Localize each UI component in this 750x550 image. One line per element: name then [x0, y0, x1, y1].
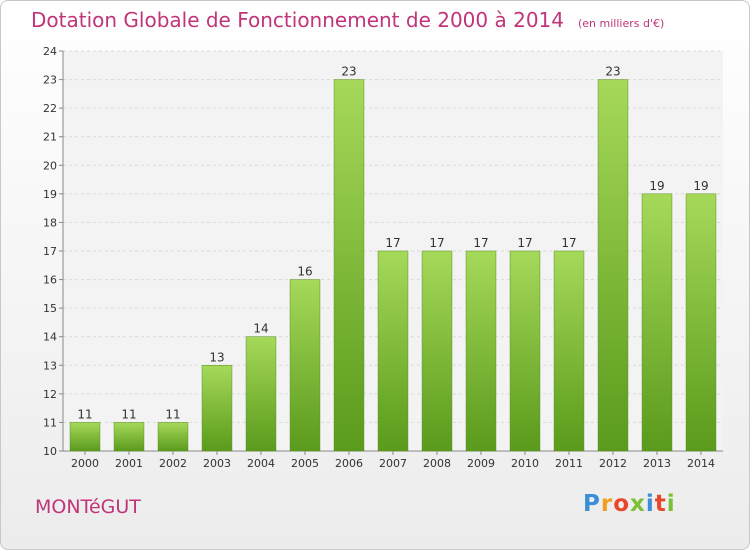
logo-letter: i [666, 491, 676, 517]
bar [157, 422, 189, 452]
bar [597, 79, 629, 452]
y-tick-label: 23 [43, 74, 57, 87]
commune-name: MONTéGUT [35, 496, 141, 518]
x-tick-label: 2011 [555, 457, 583, 470]
x-tick-label: 2004 [247, 457, 275, 470]
y-tick-label: 19 [43, 188, 57, 201]
bar-value-label: 16 [297, 265, 312, 279]
bar-value-label: 23 [341, 65, 356, 79]
y-tick-label: 22 [43, 102, 57, 115]
bar [641, 193, 673, 452]
bar [377, 250, 409, 452]
chart-title-block: Dotation Globale de Fonctionnement de 20… [31, 8, 664, 32]
x-tick-label: 2009 [467, 457, 495, 470]
bar [509, 250, 541, 452]
bar-value-label: 17 [385, 236, 400, 250]
x-tick-label: 2003 [203, 457, 231, 470]
logo-letter: r [600, 491, 614, 517]
bar [113, 422, 145, 452]
bar-value-label: 17 [561, 236, 576, 250]
logo-letter: P [583, 491, 601, 517]
bar-value-label: 23 [605, 65, 620, 79]
bar [289, 279, 321, 452]
x-tick-label: 2008 [423, 457, 451, 470]
bar-value-label: 17 [429, 236, 444, 250]
logo-letter: o [613, 491, 631, 517]
x-tick-label: 2007 [379, 457, 407, 470]
y-tick-label: 14 [43, 331, 57, 344]
bar-value-label: 11 [121, 407, 136, 421]
proxiti-logo: Proxiti [583, 491, 676, 517]
chart-unit-label: (en milliers d'€) [578, 17, 665, 30]
logo-letter: i [645, 491, 655, 517]
logo-letter: t [654, 491, 667, 517]
x-tick-label: 2006 [335, 457, 363, 470]
bar [69, 422, 101, 452]
y-tick-label: 17 [43, 245, 57, 258]
x-tick-label: 2013 [643, 457, 671, 470]
y-tick-label: 21 [43, 131, 57, 144]
bar [465, 250, 497, 452]
y-tick-label: 12 [43, 388, 57, 401]
bar [553, 250, 585, 452]
y-tick-label: 20 [43, 159, 57, 172]
logo-letter: x [630, 491, 646, 517]
bar-value-label: 13 [209, 350, 224, 364]
x-tick-label: 2001 [115, 457, 143, 470]
y-tick-label: 11 [43, 416, 57, 429]
x-tick-label: 2000 [71, 457, 99, 470]
bar-value-label: 14 [253, 322, 268, 336]
y-tick-label: 18 [43, 216, 57, 229]
x-tick-label: 2010 [511, 457, 539, 470]
bar-value-label: 11 [165, 407, 180, 421]
y-tick-label: 13 [43, 359, 57, 372]
bar-value-label: 17 [473, 236, 488, 250]
bar-value-label: 19 [693, 179, 708, 193]
x-tick-label: 2002 [159, 457, 187, 470]
x-tick-label: 2012 [599, 457, 627, 470]
y-tick-label: 24 [43, 45, 57, 58]
x-tick-label: 2014 [687, 457, 715, 470]
bar [333, 79, 365, 452]
bar [421, 250, 453, 452]
bar [685, 193, 717, 452]
bar [245, 336, 277, 452]
bar-value-label: 11 [77, 407, 92, 421]
y-tick-label: 10 [43, 445, 57, 458]
bar-value-label: 17 [517, 236, 532, 250]
bar-value-label: 19 [649, 179, 664, 193]
y-tick-label: 15 [43, 302, 57, 315]
x-tick-label: 2005 [291, 457, 319, 470]
y-tick-label: 16 [43, 274, 57, 287]
chart-title: Dotation Globale de Fonctionnement de 20… [31, 8, 564, 32]
bar [201, 365, 233, 452]
